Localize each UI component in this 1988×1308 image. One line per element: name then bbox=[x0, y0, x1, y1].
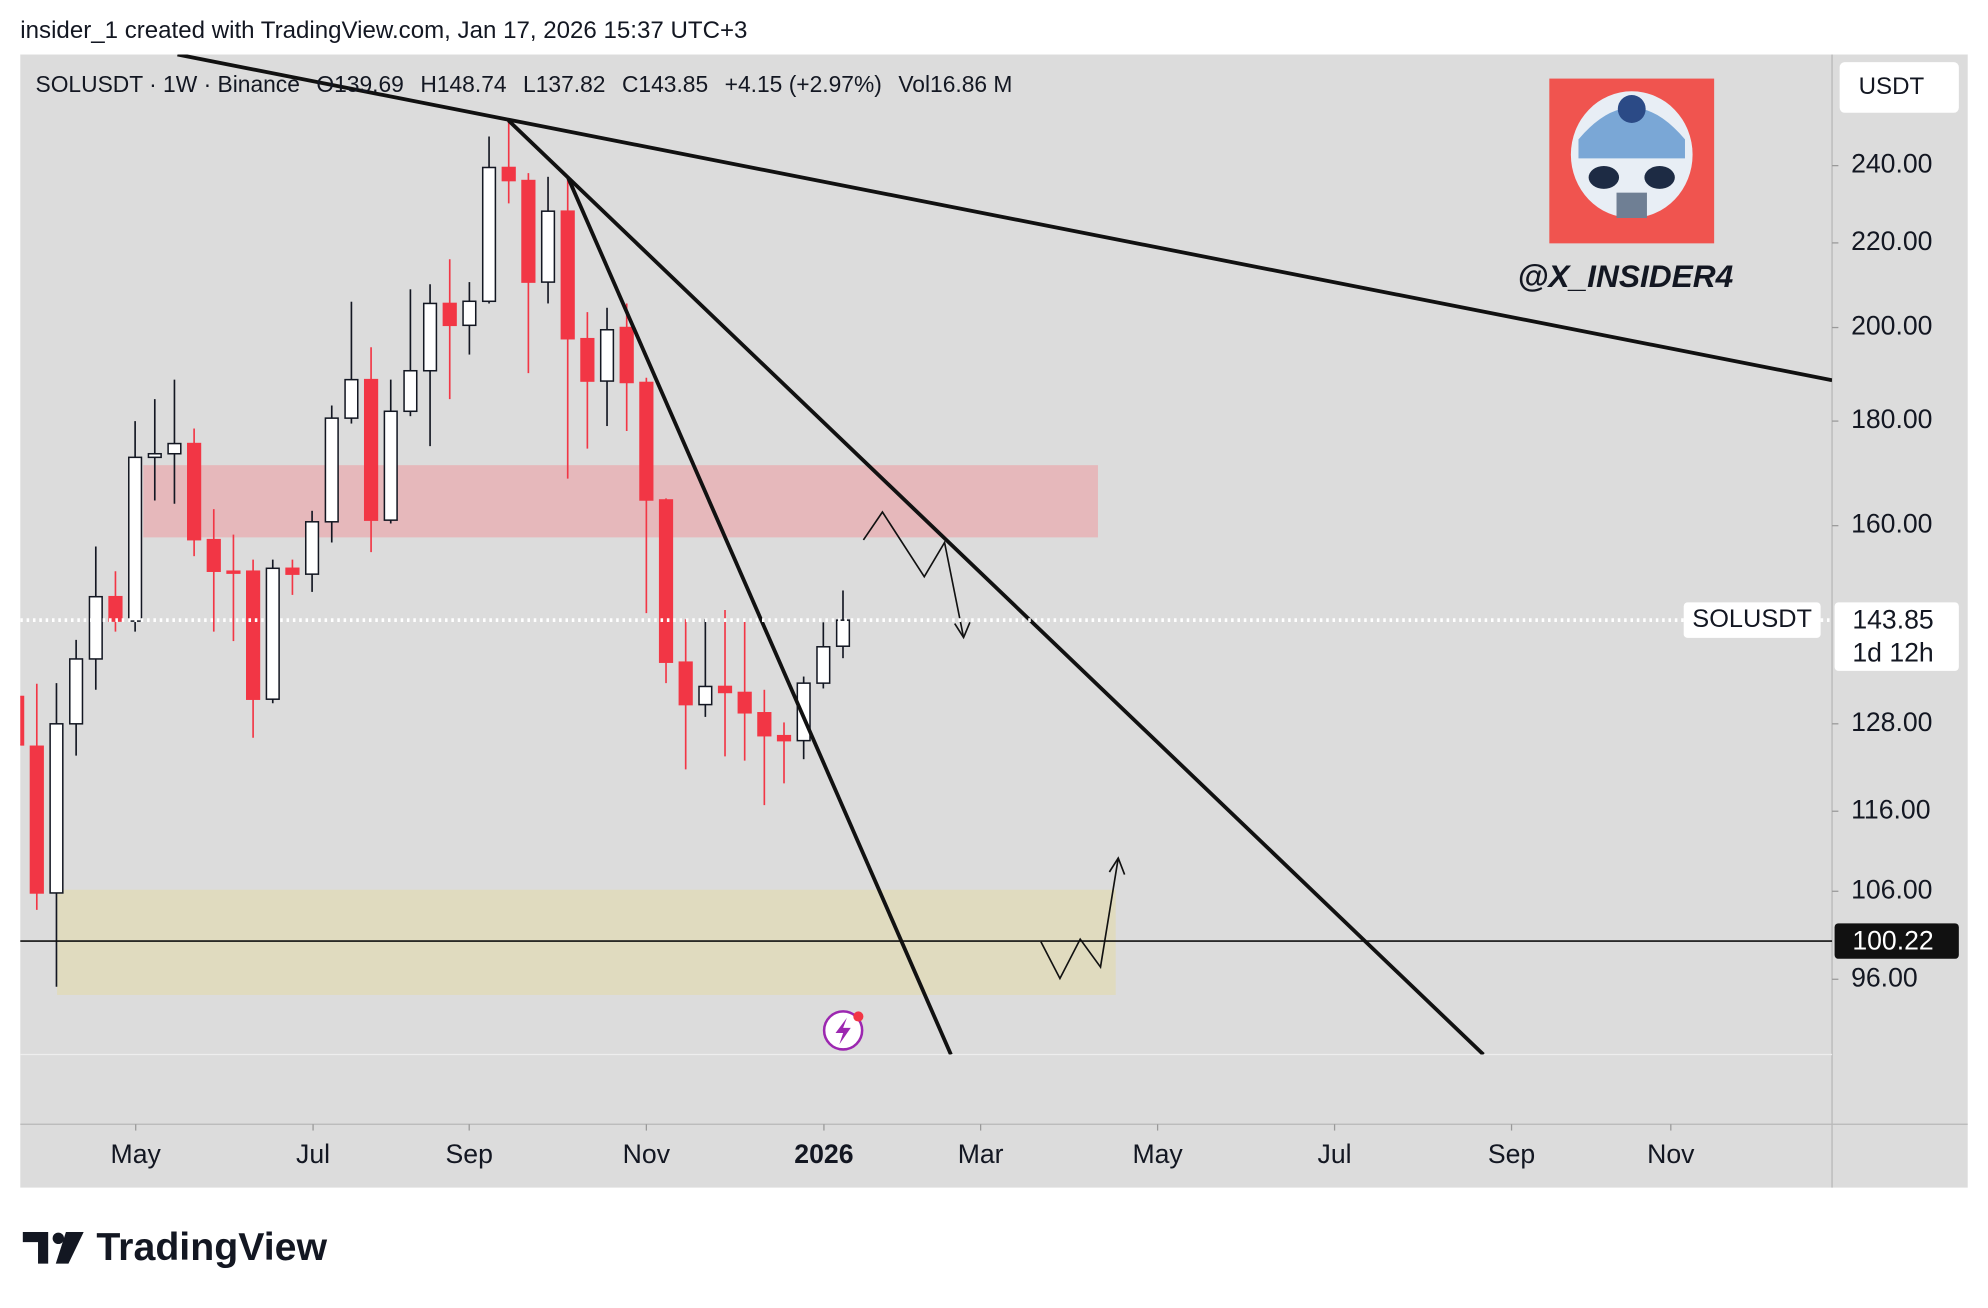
candle-body bbox=[187, 442, 202, 541]
legend-header: SOLUSDT · 1W · Binance O139.69 H148.74 L… bbox=[36, 71, 1013, 97]
currency[interactable]: USDT bbox=[1859, 73, 1925, 100]
candle-body bbox=[481, 166, 497, 303]
x-tick-label: May bbox=[111, 1139, 162, 1169]
candle-body bbox=[698, 685, 713, 706]
candle-body bbox=[560, 210, 575, 340]
flash-icon bbox=[822, 1010, 864, 1051]
candle-body bbox=[501, 166, 516, 182]
candle-body bbox=[128, 456, 143, 622]
y-tick-label: 116.00 bbox=[1851, 794, 1930, 824]
candle-body bbox=[462, 300, 477, 327]
candle-body bbox=[226, 570, 241, 574]
candle-body bbox=[49, 723, 64, 894]
currency-box[interactable] bbox=[1839, 62, 1959, 113]
trendline bbox=[507, 119, 1485, 1055]
candle-body bbox=[599, 328, 615, 382]
candle-body bbox=[757, 712, 772, 737]
ohlc-low: L137.82 bbox=[523, 71, 605, 97]
candle-body bbox=[88, 595, 103, 660]
ohlc-close: C143.85 bbox=[622, 71, 708, 97]
candle-body bbox=[206, 538, 221, 572]
resistance-zone bbox=[143, 465, 1098, 538]
arrow-head bbox=[1108, 856, 1126, 875]
candle-body bbox=[816, 646, 831, 684]
candle-body bbox=[363, 378, 379, 521]
candle-body bbox=[245, 570, 261, 700]
candle-body bbox=[344, 378, 359, 419]
level-label: 100.22 bbox=[1852, 925, 1933, 955]
candle-body bbox=[521, 179, 536, 283]
candle-body bbox=[717, 685, 733, 694]
candle-body bbox=[167, 442, 182, 455]
candle-body bbox=[69, 658, 84, 725]
candle-body bbox=[20, 695, 25, 746]
change: +4.15 (+2.97%) bbox=[725, 71, 882, 97]
watermark: @X_INSIDER4 bbox=[1517, 258, 1733, 294]
symbol: SOLUSDT · 1W · Binance bbox=[36, 71, 300, 97]
tradingview-logo: TradingView bbox=[22, 1225, 328, 1269]
level-box bbox=[1834, 923, 1959, 959]
candle-body bbox=[776, 734, 792, 742]
caption: insider_1 created with TradingView.com, … bbox=[20, 17, 747, 44]
y-tick-label: 220.00 bbox=[1851, 226, 1932, 256]
ohlc-high: H148.74 bbox=[420, 71, 507, 97]
candle-body bbox=[737, 691, 752, 714]
ohlc-open: O139.69 bbox=[316, 71, 403, 97]
candle-body bbox=[108, 595, 123, 622]
x-tick-label: Nov bbox=[623, 1139, 671, 1169]
path-arrow bbox=[862, 510, 965, 638]
arrow-head bbox=[954, 621, 971, 640]
symbol-box bbox=[1683, 602, 1821, 638]
x-tick-label: 2026 bbox=[794, 1139, 853, 1169]
x-tick-label: Mar bbox=[958, 1139, 1004, 1169]
trendline bbox=[566, 176, 953, 1055]
trendline bbox=[177, 54, 1833, 383]
candle-body bbox=[658, 499, 674, 663]
y-tick-label: 200.00 bbox=[1851, 311, 1932, 341]
price-box bbox=[1834, 602, 1959, 671]
candle-body bbox=[383, 410, 398, 521]
brand: TradingView bbox=[96, 1225, 327, 1269]
y-tick-label: 160.00 bbox=[1851, 509, 1932, 539]
y-tick-label: 180.00 bbox=[1851, 404, 1932, 434]
candle-body bbox=[304, 521, 320, 575]
candle-body bbox=[580, 337, 595, 382]
candle-body bbox=[619, 326, 634, 384]
countdown-label: 1d 12h bbox=[1852, 637, 1933, 667]
symbol-label: SOLUSDT bbox=[1692, 605, 1812, 633]
y-tick-label: 96.00 bbox=[1851, 962, 1918, 992]
x-tick-label: Jul bbox=[1318, 1139, 1352, 1169]
last-price-label: 143.85 bbox=[1852, 604, 1933, 634]
y-tick-label: 240.00 bbox=[1851, 149, 1932, 179]
candle-body bbox=[678, 661, 693, 706]
candle-body bbox=[29, 745, 44, 894]
x-tick-label: Sep bbox=[446, 1139, 493, 1169]
x-tick-label: Jul bbox=[296, 1139, 330, 1169]
candle-body bbox=[285, 567, 300, 575]
candle-body bbox=[422, 302, 438, 372]
x-tick-label: Nov bbox=[1647, 1139, 1695, 1169]
y-tick-label: 106.00 bbox=[1851, 874, 1932, 904]
candle-body bbox=[835, 619, 851, 647]
x-tick-label: May bbox=[1132, 1139, 1183, 1169]
avatar bbox=[1549, 78, 1715, 244]
candle-body bbox=[265, 567, 280, 700]
candle-body bbox=[324, 417, 339, 523]
candle-body bbox=[147, 452, 162, 459]
x-tick-label: Sep bbox=[1488, 1139, 1535, 1169]
drawings bbox=[20, 54, 1833, 1055]
support-zone bbox=[57, 889, 1116, 995]
candle-body bbox=[639, 381, 654, 501]
candle-body bbox=[403, 369, 418, 413]
candle-body bbox=[540, 210, 556, 283]
path-arrow bbox=[1040, 857, 1120, 981]
volume: Vol16.86 M bbox=[898, 71, 1012, 97]
candle-body bbox=[442, 302, 457, 327]
y-tick-label: 128.00 bbox=[1851, 707, 1932, 737]
